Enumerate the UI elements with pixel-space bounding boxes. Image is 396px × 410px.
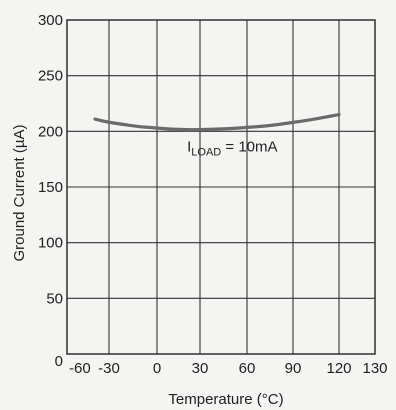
annotation-value: = 10mA bbox=[221, 138, 277, 155]
series-line-0 bbox=[93, 113, 341, 132]
y-tick-label: 50 bbox=[46, 290, 63, 307]
plot-border bbox=[66, 19, 376, 355]
annotation-subscript: LOAD bbox=[191, 146, 221, 158]
y-tick-labels: 0 50 100 150 200 250 300 bbox=[38, 12, 63, 370]
y-tick-label: 150 bbox=[38, 179, 63, 196]
y-tick-label: 250 bbox=[38, 68, 63, 85]
x-tick-label: 0 bbox=[153, 360, 161, 377]
y-tick-label: 200 bbox=[38, 123, 63, 140]
y-tick-label: 300 bbox=[38, 12, 63, 29]
annotation-main: I bbox=[187, 138, 191, 155]
annotations: ILOAD = 10mA bbox=[187, 138, 277, 158]
y-tick-label: 0 bbox=[55, 353, 63, 370]
plot-frame bbox=[66, 19, 376, 355]
x-tick-label: 120 bbox=[326, 360, 351, 377]
grid bbox=[67, 20, 375, 354]
x-tick-labels: -60 -30 0 30 60 90 120 130 bbox=[69, 360, 388, 377]
x-tick-label: 30 bbox=[192, 360, 209, 377]
y-axis-label: Ground Current (µA) bbox=[11, 124, 28, 261]
x-axis-label: Temperature (°C) bbox=[168, 391, 283, 408]
x-tick-label: -60 bbox=[69, 360, 91, 377]
y-tick-label: 100 bbox=[38, 235, 63, 252]
series-layer bbox=[93, 113, 341, 132]
x-tick-label: 60 bbox=[239, 360, 256, 377]
x-tick-label: -30 bbox=[98, 360, 120, 377]
x-tick-label: 90 bbox=[285, 360, 302, 377]
x-tick-label: 130 bbox=[362, 360, 387, 377]
load-annotation: ILOAD = 10mA bbox=[187, 138, 277, 158]
